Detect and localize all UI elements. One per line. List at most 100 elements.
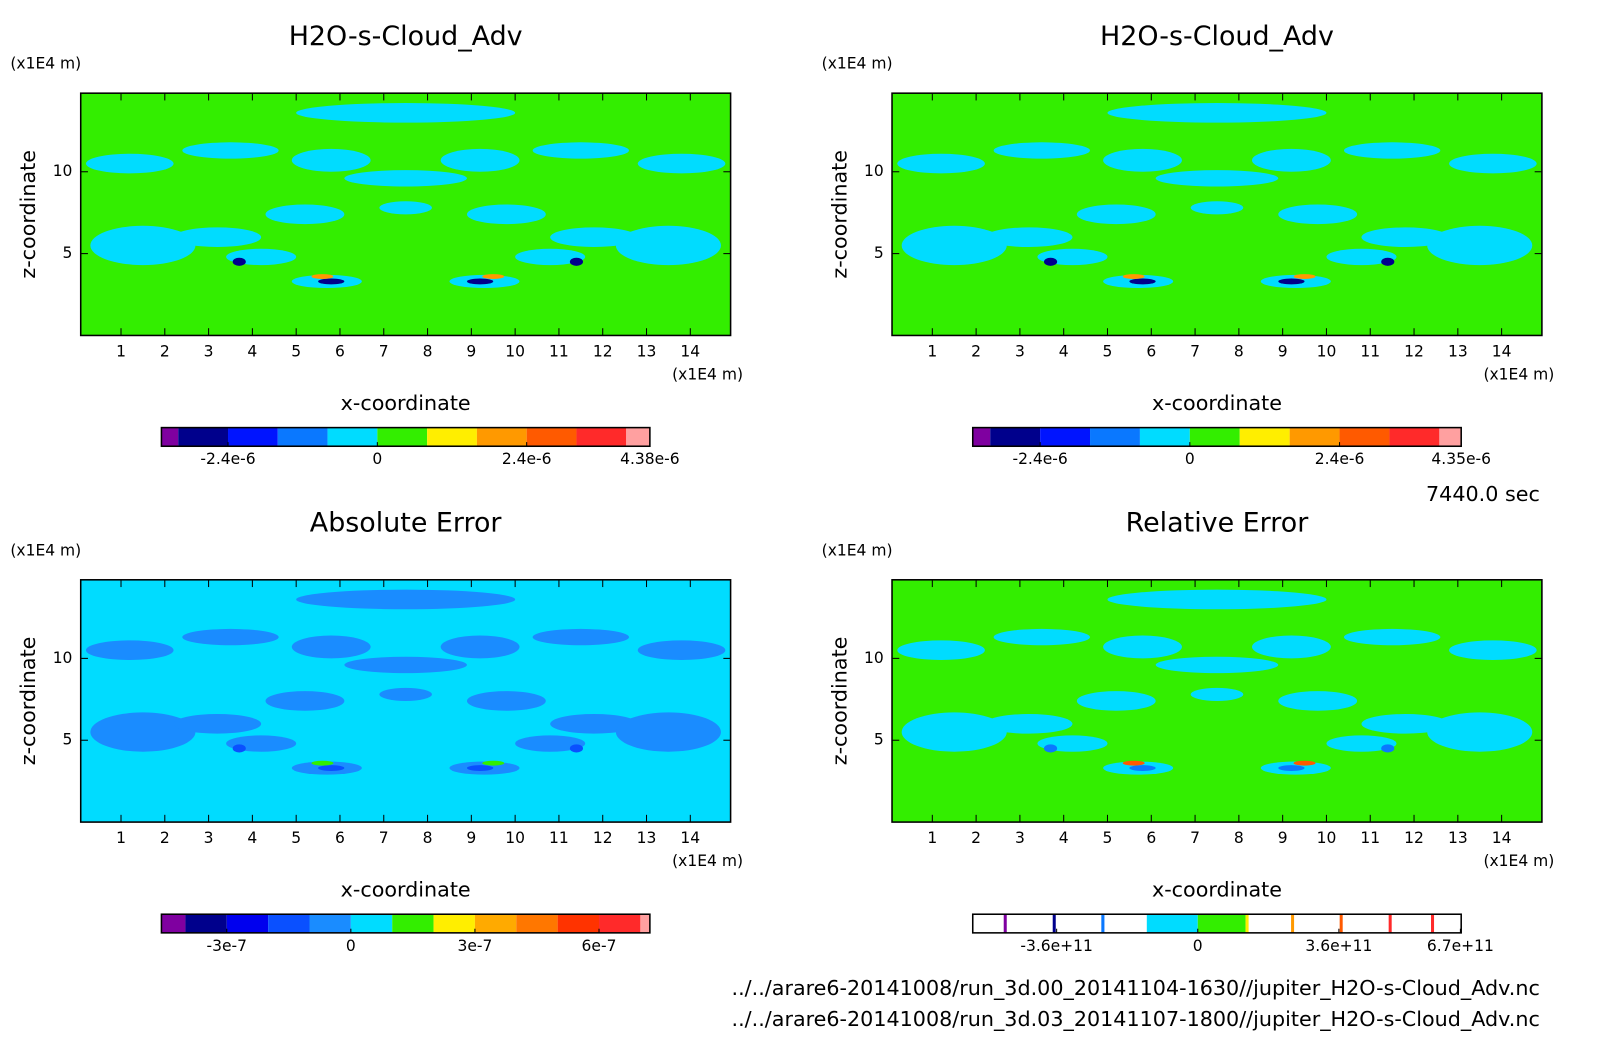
field-region	[1252, 635, 1331, 659]
field-shapes	[85, 103, 726, 288]
field-region	[182, 628, 279, 646]
y-tick-label: 10	[53, 162, 73, 180]
colorbar-segment	[516, 914, 558, 933]
panel-title: Absolute Error	[310, 507, 503, 538]
field-region	[1278, 204, 1358, 225]
colorbar-segment	[1391, 914, 1432, 933]
x-tick-label: 9	[1278, 343, 1288, 361]
field-region	[1190, 201, 1244, 215]
colorbar-segment	[1248, 914, 1292, 933]
y-tick-label: 10	[53, 649, 73, 667]
field-region	[515, 248, 586, 266]
x-tick-label: 4	[1059, 829, 1069, 847]
x-tick-label: 8	[423, 829, 433, 847]
field-region	[637, 640, 726, 661]
y-tick-label: 10	[864, 649, 884, 667]
colorbar-segment	[557, 914, 600, 933]
x-tick-label: 6	[335, 343, 345, 361]
panel: Relative Error (x1E4 m) (x1E4 m) x-coordina…	[822, 507, 1555, 954]
colorbar-segment	[161, 914, 186, 933]
field-region	[637, 153, 726, 174]
x-tick-label: 2	[971, 343, 981, 361]
x-tick-label: 1	[927, 343, 937, 361]
field-region	[440, 148, 520, 172]
field-region	[466, 204, 546, 225]
field-region	[1043, 744, 1058, 753]
colorbar-segment	[474, 914, 517, 933]
x-tick-label: 12	[1404, 343, 1424, 361]
field-region	[1129, 765, 1156, 772]
plot-frame	[891, 92, 1543, 337]
colorbar-segment	[1146, 914, 1198, 933]
x-tick-label: 5	[291, 829, 301, 847]
field	[892, 93, 1542, 336]
x-tick-label: 2	[160, 829, 170, 847]
y-unit: (x1E4 m)	[822, 55, 893, 73]
colorbar-segment	[1104, 914, 1147, 933]
colorbar-segment	[1389, 427, 1440, 447]
colorbar-tick-label: -3.6e+11	[1020, 937, 1093, 955]
colorbar-segment	[990, 427, 1041, 447]
field-region	[291, 148, 371, 172]
x-tick-label: 6	[1146, 343, 1156, 361]
y-tick-label: 10	[864, 162, 884, 180]
field-region	[550, 227, 638, 248]
colorbar-segment	[350, 914, 393, 933]
colorbar-segment	[476, 427, 527, 447]
x-tick-label: 2	[971, 829, 981, 847]
x-tick-label: 1	[116, 343, 126, 361]
field-region	[1107, 103, 1327, 123]
field-region	[615, 225, 721, 266]
field-region	[1293, 274, 1316, 279]
field-region	[1361, 227, 1450, 248]
colorbar-segment	[309, 914, 351, 933]
field-region	[1107, 589, 1327, 610]
field-region	[1449, 153, 1537, 174]
colorbar-tick-label: 4.35e-6	[1431, 450, 1491, 468]
plot-frame	[79, 579, 732, 823]
x-tick-label: 9	[466, 829, 476, 847]
field	[80, 93, 731, 336]
colorbar-tick-label: 3.6e+11	[1305, 937, 1372, 955]
x-tick-label: 7	[1190, 343, 1200, 361]
x-tick-label: 4	[247, 343, 257, 361]
field-region	[466, 691, 546, 711]
colorbar-segment	[433, 914, 475, 933]
colorbar-segment	[1294, 914, 1340, 933]
colorbar-frame	[160, 913, 651, 934]
field-region	[1449, 640, 1537, 661]
x-unit: (x1E4 m)	[672, 365, 743, 383]
x-tick-label: 8	[423, 343, 433, 361]
x-tick-label: 7	[379, 829, 389, 847]
colorbar-segment	[1197, 914, 1246, 933]
field-region	[379, 201, 432, 215]
x-tick-label: 7	[379, 343, 389, 361]
y-axis-label: z-coordinate	[16, 150, 40, 279]
x-tick-label: 13	[637, 343, 657, 361]
x-tick-label: 7	[1190, 829, 1200, 847]
colorbar-segment	[1339, 914, 1343, 933]
x-tick-label: 10	[505, 829, 525, 847]
colorbar-tick-label: 4.38e-6	[620, 450, 680, 468]
field-region	[897, 153, 985, 174]
colorbar-tick-label: 0	[372, 450, 382, 468]
colorbar-frame	[971, 913, 1462, 934]
colorbar-tick-label: 3e-7	[457, 937, 492, 955]
colorbar-segment	[1006, 914, 1053, 933]
field-region	[1343, 142, 1441, 159]
field-shapes	[897, 103, 1537, 288]
colorbar-tick-label: -3e-7	[207, 937, 247, 955]
field-region	[173, 714, 262, 734]
field-region	[482, 760, 505, 766]
field-region	[1190, 687, 1244, 701]
x-tick-label: 6	[1146, 829, 1156, 847]
colorbar-segment	[226, 914, 269, 933]
x-tick-label: 3	[204, 829, 214, 847]
colorbar-segment	[377, 427, 428, 447]
field-region	[1427, 225, 1533, 266]
field-region	[344, 656, 467, 674]
field-region	[1103, 148, 1182, 172]
colorbar-segment	[1040, 427, 1091, 447]
x-tick-label: 10	[1317, 343, 1337, 361]
